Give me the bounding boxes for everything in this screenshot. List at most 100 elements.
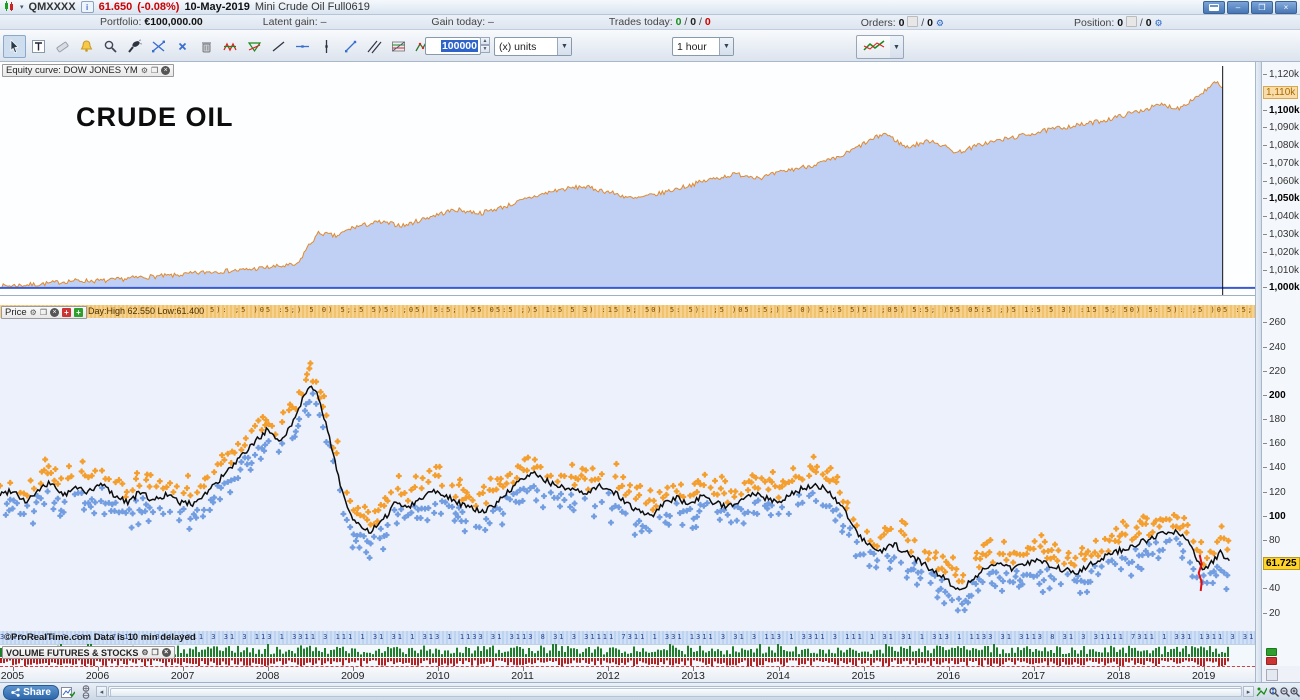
timeline-settings-icon[interactable] bbox=[1266, 669, 1278, 681]
orders-settings-icon[interactable]: ⚙ bbox=[935, 17, 944, 28]
segment-tool[interactable] bbox=[339, 35, 362, 58]
alert-tool[interactable] bbox=[75, 35, 98, 58]
latent-gain-value: – bbox=[320, 16, 327, 28]
symbol-dropdown-icon[interactable]: ▾ bbox=[20, 4, 24, 11]
volume-chart[interactable] bbox=[0, 644, 1255, 666]
share-label: Share bbox=[23, 687, 51, 698]
axis-tick: 1,120k bbox=[1263, 69, 1299, 80]
volume-panel-tab[interactable]: VOLUME FUTURES & STOCKS ⚙ ❒ × bbox=[2, 646, 175, 659]
volume-settings-icon[interactable]: ⚙ bbox=[141, 648, 149, 657]
year-label: 2009 bbox=[341, 670, 365, 682]
footer-band-ticks: 3113 8 31 3 31111 7311 1 331 1311 3 31 3… bbox=[0, 633, 1255, 641]
trendline-tool[interactable] bbox=[267, 35, 290, 58]
trades-won-value: 0 bbox=[675, 16, 682, 28]
year-label: 2010 bbox=[426, 670, 450, 682]
equity-detach-icon[interactable]: ❒ bbox=[150, 66, 159, 75]
cross-lines-tool[interactable] bbox=[147, 35, 170, 58]
equity-close-icon[interactable]: × bbox=[161, 66, 171, 75]
add-indicator-icon[interactable]: + bbox=[74, 308, 83, 317]
chart-type-dropdown-icon[interactable]: ▼ bbox=[890, 35, 904, 59]
fibonacci-tool[interactable] bbox=[387, 35, 410, 58]
axis-tick: 1,050k bbox=[1263, 193, 1300, 204]
horizontal-line-tool[interactable] bbox=[291, 35, 314, 58]
close-button[interactable]: × bbox=[1275, 0, 1297, 14]
price-close-icon[interactable]: × bbox=[50, 308, 59, 317]
year-label: 2013 bbox=[681, 670, 705, 682]
year-tick bbox=[268, 667, 270, 671]
minimize-button[interactable]: – bbox=[1227, 0, 1249, 14]
volume-close-icon[interactable]: × bbox=[161, 648, 171, 657]
panel-layout-button[interactable] bbox=[1203, 0, 1225, 14]
brush-tool[interactable] bbox=[123, 35, 146, 58]
volume-detach-icon[interactable]: ❒ bbox=[151, 648, 159, 657]
chart-notes-icon[interactable] bbox=[60, 685, 76, 699]
window-controls: – ❒ × bbox=[1203, 0, 1297, 14]
axis-tick: 120 bbox=[1263, 487, 1286, 498]
remove-indicator-icon[interactable]: + bbox=[62, 308, 71, 317]
data-credit-label: ©ProRealTime.com Data is 10 min delayed bbox=[4, 632, 196, 643]
info-icon[interactable]: i bbox=[80, 1, 94, 13]
position-value2: 0 bbox=[1145, 16, 1152, 29]
price-panel-tab[interactable]: Price ⚙ ❒ × + + bbox=[1, 306, 87, 319]
equity-panel-tab[interactable]: Equity curve: DOW JONES YM ⚙ ❒ × bbox=[2, 64, 175, 77]
eraser-tool[interactable] bbox=[51, 35, 74, 58]
share-button[interactable]: Share bbox=[3, 685, 59, 700]
horizontal-scrollbar[interactable] bbox=[108, 686, 1242, 697]
orders-cancel-icon[interactable] bbox=[907, 15, 919, 27]
price-settings-icon[interactable]: ⚙ bbox=[29, 308, 37, 317]
zoom-out-icon[interactable] bbox=[1279, 685, 1290, 699]
quantity-input[interactable]: 100000 bbox=[425, 37, 481, 55]
timeframe-select[interactable]: 1 hour ▼ bbox=[672, 37, 734, 56]
year-tick bbox=[12, 667, 14, 671]
latent-gain-group: Latent gain: – bbox=[263, 16, 327, 28]
bullish-pattern-tool[interactable] bbox=[219, 35, 242, 58]
delete-drawing-tool[interactable] bbox=[171, 35, 194, 58]
scroll-left-button[interactable]: ◂ bbox=[96, 686, 107, 697]
orders-label: Orders: bbox=[860, 16, 896, 29]
bearish-pattern-tool[interactable] bbox=[243, 35, 266, 58]
units-select[interactable]: (x) units ▼ bbox=[494, 37, 572, 56]
scrollbar-thumb[interactable] bbox=[110, 688, 1242, 697]
zoom-tool[interactable] bbox=[99, 35, 122, 58]
stepper-down-icon[interactable]: ▼ bbox=[480, 45, 490, 53]
year-tick bbox=[948, 667, 950, 671]
cursor-tool[interactable] bbox=[3, 35, 26, 58]
drawing-toolbar: 100000 ▲▼ (x) units▼ 1 hour▼ ▼ ◂ Marktpr… bbox=[0, 30, 1300, 90]
price-panel-title: Price bbox=[5, 307, 27, 318]
zoom-in-icon[interactable] bbox=[1289, 685, 1300, 699]
text-tool[interactable] bbox=[27, 35, 50, 58]
volume-down-value-marker bbox=[1266, 657, 1277, 665]
equity-settings-icon[interactable]: ⚙ bbox=[140, 66, 148, 75]
quantity-stepper[interactable]: ▲ ▼ bbox=[480, 37, 490, 53]
axis-tick: 100 bbox=[1263, 511, 1286, 522]
year-label: 2017 bbox=[1021, 670, 1046, 682]
year-tick bbox=[1118, 667, 1120, 671]
globe-links-icons[interactable] bbox=[78, 685, 94, 699]
equity-chart[interactable] bbox=[0, 62, 1255, 295]
chart-type-button[interactable] bbox=[856, 35, 892, 59]
panel-scroll-strip[interactable] bbox=[1255, 62, 1262, 682]
time-axis-corner bbox=[1262, 666, 1300, 682]
time-axis[interactable]: 2005 2006 2007 2008 2009 2010 2011 2012 2013 2014… bbox=[0, 666, 1255, 682]
price-chart[interactable] bbox=[0, 318, 1255, 630]
position-settings-icon[interactable]: ⚙ bbox=[1154, 17, 1163, 28]
year-label: 2006 bbox=[85, 670, 110, 682]
year-tick bbox=[353, 667, 355, 671]
price-axis-column[interactable]: 1,120k 1,110k 1,100k 1,090k 1,080k 1,070k 1,06… bbox=[1262, 62, 1300, 682]
year-tick bbox=[863, 667, 865, 671]
restore-button[interactable]: ❒ bbox=[1251, 0, 1273, 14]
chart-tools-icon[interactable] bbox=[1256, 685, 1267, 699]
position-close-icon[interactable] bbox=[1125, 15, 1137, 27]
trash-tool[interactable] bbox=[195, 35, 218, 58]
title-bar: ▾ QMXXXX i 61.650 (-0.08%) 10-May-2019 M… bbox=[0, 0, 1300, 15]
trades-total-value: 0 bbox=[690, 16, 697, 28]
stepper-up-icon[interactable]: ▲ bbox=[480, 37, 490, 45]
zoom-vertical-icon[interactable] bbox=[1268, 685, 1279, 699]
scroll-right-button[interactable]: ▸ bbox=[1243, 686, 1254, 697]
price-detach-icon[interactable]: ❒ bbox=[39, 308, 47, 317]
axis-tick: 1,030k bbox=[1263, 229, 1299, 240]
parallel-lines-tool[interactable] bbox=[363, 35, 386, 58]
equity-panel-title: Equity curve: DOW JONES YM bbox=[6, 65, 138, 76]
vertical-line-tool[interactable] bbox=[315, 35, 338, 58]
symbol-label[interactable]: QMXXXX bbox=[28, 1, 76, 13]
